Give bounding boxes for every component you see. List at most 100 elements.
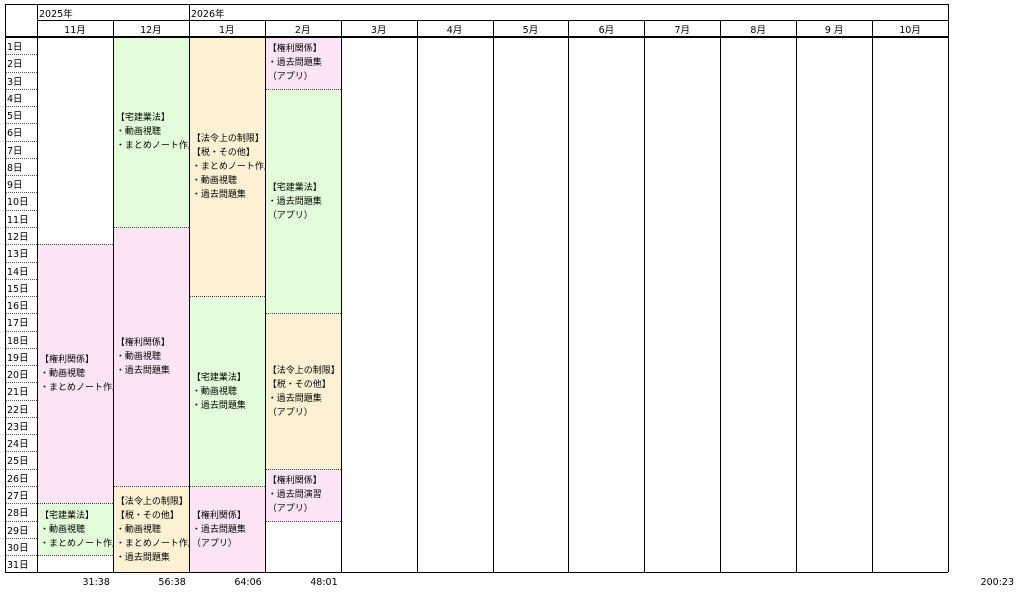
month-total: 64:06 xyxy=(234,577,262,588)
grid-line xyxy=(5,209,37,211)
day-label: 7日 xyxy=(7,145,23,157)
block-text: （アプリ） xyxy=(267,72,313,83)
grid-line xyxy=(5,555,37,557)
day-label: 23日 xyxy=(7,421,29,433)
block-text: ・過去問題集 xyxy=(191,400,246,411)
block-text: ・まとめノート作成 xyxy=(40,383,113,394)
month-total: 48:01 xyxy=(310,577,338,588)
day-label: 11日 xyxy=(7,214,29,226)
grid-line xyxy=(5,486,37,488)
block-text: ・動画視聴 xyxy=(40,524,86,535)
grid-line xyxy=(5,537,37,539)
month-label: 8月 xyxy=(750,25,766,36)
grid-line xyxy=(5,468,37,470)
grid-line xyxy=(720,20,722,572)
day-label: 18日 xyxy=(7,335,29,347)
block-text: ・まとめノート作成 xyxy=(115,141,189,152)
year-label: 2026年 xyxy=(190,9,225,20)
day-label: 21日 xyxy=(7,387,29,399)
day-label: 9日 xyxy=(7,180,23,192)
grid-line xyxy=(5,37,948,38)
grid-line xyxy=(644,20,646,572)
block-text: （アプリ） xyxy=(267,504,313,515)
schedule-block: 【法令上の制限】【税・その他】・動画視聴・まとめノート作成・過去問題集 xyxy=(113,486,189,574)
grid-line xyxy=(112,20,114,572)
grid-line xyxy=(5,503,37,505)
day-label: 24日 xyxy=(7,439,29,451)
grid-line xyxy=(5,434,37,436)
day-label: 28日 xyxy=(7,508,29,520)
day-label: 12日 xyxy=(7,231,29,243)
block-text: ・過去問題集 xyxy=(267,58,322,69)
schedule-block: 【宅建業法】・動画視聴・まとめノート作成 xyxy=(113,37,189,228)
day-label: 5日 xyxy=(7,111,23,123)
day-label: 25日 xyxy=(7,456,29,468)
day-label: 3日 xyxy=(7,76,23,88)
day-label: 2日 xyxy=(7,59,23,71)
grid-line xyxy=(5,399,37,401)
block-text: 【法令上の制限】 xyxy=(191,134,264,145)
day-label: 27日 xyxy=(7,491,29,503)
schedule-block: 【宅建業法】 ・動画視聴 ・過去問題集 xyxy=(189,296,265,488)
block-text: ・過去問題集 xyxy=(191,190,246,201)
block-text: ・過去問演習 xyxy=(267,490,322,501)
grid-line xyxy=(5,296,37,298)
grid-line xyxy=(5,157,37,159)
grid-line xyxy=(5,261,37,263)
block-text: ・まとめノート作成 xyxy=(115,538,189,549)
block-text: 【宅建業法】 xyxy=(115,113,170,124)
grid-line xyxy=(5,36,948,37)
month-label: 9 月 xyxy=(824,25,844,36)
grid-line xyxy=(5,175,37,177)
month-label: 11月 xyxy=(64,25,86,36)
grand-total: 200:23 xyxy=(980,577,1014,588)
grid-line xyxy=(5,451,37,453)
block-text: ・過去問題集 xyxy=(267,196,322,207)
block-text: （アプリ） xyxy=(267,407,313,418)
day-label: 6日 xyxy=(7,128,23,140)
grid-line xyxy=(5,278,37,280)
grid-line xyxy=(492,20,494,572)
block-text: ・動画視聴 xyxy=(115,127,161,138)
grid-line xyxy=(5,347,37,349)
month-label: 10月 xyxy=(899,25,921,36)
day-label: 4日 xyxy=(7,93,23,105)
grid-line xyxy=(5,71,37,73)
day-label: 19日 xyxy=(7,352,29,364)
grid-line xyxy=(264,20,266,572)
day-label: 1日 xyxy=(7,42,23,53)
year-label: 2025年 xyxy=(39,9,73,20)
grid-line xyxy=(5,416,37,418)
grid-line xyxy=(37,4,948,5)
month-label: 3月 xyxy=(370,25,387,36)
block-text: 【法令上の制限】 xyxy=(115,496,188,507)
block-text: 【税・その他】 xyxy=(267,379,331,390)
day-label: 10日 xyxy=(7,197,29,209)
month-label: 2月 xyxy=(294,25,311,36)
schedule-block: 【権利関係】 ・動画視聴 ・過去問題集 xyxy=(113,226,189,488)
grid-line xyxy=(5,244,37,246)
day-label: 29日 xyxy=(7,525,29,537)
block-text: 【権利関係】 xyxy=(267,476,322,487)
block-text: ・過去問題集 xyxy=(115,365,170,376)
block-text: ・まとめノート作成 xyxy=(191,162,265,173)
month-label: 5月 xyxy=(522,25,539,36)
block-text: 【権利関係】 xyxy=(191,510,246,521)
day-label: 13日 xyxy=(7,249,29,261)
block-text: 【税・その他】 xyxy=(115,510,179,521)
grid-line xyxy=(5,4,37,5)
schedule-block: 【権利関係】・動画視聴・まとめノート作成 xyxy=(38,244,113,505)
day-label: 22日 xyxy=(7,404,29,416)
month-label: 4月 xyxy=(446,25,463,36)
month-label: 12月 xyxy=(140,25,162,36)
block-text: 【法令上の制限】 xyxy=(267,365,340,376)
grid-line xyxy=(5,140,37,142)
block-text: 【権利関係】 xyxy=(40,355,95,366)
schedule-block: 【法令上の制限】【税・その他】・まとめノート作成・動画視聴・過去問題集 xyxy=(189,37,265,298)
block-text: ・過去問題集 xyxy=(115,552,170,563)
grid-line xyxy=(5,123,37,125)
grid-line xyxy=(568,20,570,572)
grid-line xyxy=(5,382,37,384)
day-label: 26日 xyxy=(7,473,29,485)
